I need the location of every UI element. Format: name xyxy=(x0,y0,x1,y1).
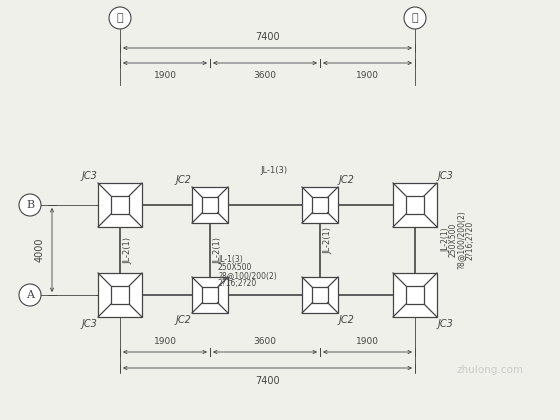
Text: 1900: 1900 xyxy=(356,71,379,80)
Bar xyxy=(98,273,142,317)
Bar xyxy=(302,187,338,223)
Text: JL-1(3): JL-1(3) xyxy=(260,166,287,175)
Text: 1900: 1900 xyxy=(356,337,379,346)
Text: A: A xyxy=(26,290,34,300)
Bar xyxy=(312,197,328,213)
Bar xyxy=(406,196,424,214)
Text: 4000: 4000 xyxy=(35,238,45,262)
Text: zhulong.com: zhulong.com xyxy=(456,365,524,375)
Bar xyxy=(302,277,338,313)
Text: ?8@100/200(2): ?8@100/200(2) xyxy=(218,271,277,280)
Circle shape xyxy=(19,194,41,216)
Text: 1900: 1900 xyxy=(153,337,176,346)
Bar xyxy=(111,286,129,304)
Bar xyxy=(203,287,217,302)
Text: 1900: 1900 xyxy=(153,71,176,80)
Text: ?8@100/200(2): ?8@100/200(2) xyxy=(457,210,466,269)
Text: JC2: JC2 xyxy=(175,315,191,325)
Circle shape xyxy=(404,7,426,29)
Bar xyxy=(203,197,217,213)
Circle shape xyxy=(19,284,41,306)
Text: ②: ② xyxy=(412,13,418,23)
Text: JC2: JC2 xyxy=(339,175,355,185)
Bar xyxy=(406,286,424,304)
Bar xyxy=(192,277,228,313)
Text: 2?16;2?20: 2?16;2?20 xyxy=(218,279,257,288)
Text: JC3: JC3 xyxy=(81,171,97,181)
Text: JC2: JC2 xyxy=(339,315,355,325)
Text: JL-2(1): JL-2(1) xyxy=(323,226,332,254)
Text: JC3: JC3 xyxy=(438,319,454,329)
Text: JC3: JC3 xyxy=(81,319,97,329)
Text: JL-2(1): JL-2(1) xyxy=(123,236,132,263)
Text: 2?16;2?20: 2?16;2?20 xyxy=(465,220,474,260)
Text: 7400: 7400 xyxy=(255,32,280,42)
Bar xyxy=(192,187,228,223)
Circle shape xyxy=(109,7,131,29)
Text: JL-2(1): JL-2(1) xyxy=(213,236,222,263)
Text: JC2: JC2 xyxy=(175,175,191,185)
Text: JL-1(3): JL-1(3) xyxy=(218,255,242,264)
Text: ①: ① xyxy=(116,13,123,23)
Text: 250X500: 250X500 xyxy=(218,263,253,272)
Text: 3600: 3600 xyxy=(254,71,277,80)
Text: JC3: JC3 xyxy=(438,171,454,181)
Text: JL-2(1): JL-2(1) xyxy=(441,228,450,252)
Text: 250X500: 250X500 xyxy=(449,223,458,257)
Bar xyxy=(393,273,437,317)
Bar xyxy=(393,183,437,227)
Bar xyxy=(111,196,129,214)
Bar xyxy=(312,287,328,302)
Text: B: B xyxy=(26,200,34,210)
Text: 7400: 7400 xyxy=(255,376,280,386)
Bar xyxy=(98,183,142,227)
Text: 3600: 3600 xyxy=(254,337,277,346)
